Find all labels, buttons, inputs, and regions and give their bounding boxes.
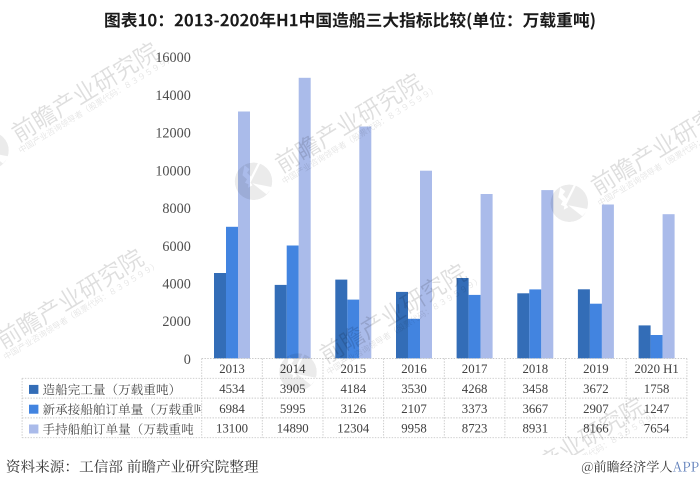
svg-text:8000: 8000 xyxy=(162,201,190,217)
svg-text:2020 H1: 2020 H1 xyxy=(634,362,678,376)
svg-text:8723: 8723 xyxy=(462,422,488,436)
svg-text:3126: 3126 xyxy=(341,402,367,416)
svg-text:7654: 7654 xyxy=(644,422,670,436)
svg-text:2015: 2015 xyxy=(341,362,367,376)
svg-text:2907: 2907 xyxy=(583,402,609,416)
svg-text:3672: 3672 xyxy=(583,382,609,396)
svg-text:2018: 2018 xyxy=(523,362,549,376)
svg-text:4534: 4534 xyxy=(219,382,245,396)
svg-text:8931: 8931 xyxy=(523,422,549,436)
svg-text:4268: 4268 xyxy=(462,382,488,396)
svg-text:2107: 2107 xyxy=(401,402,427,416)
svg-text:3530: 3530 xyxy=(401,382,427,396)
svg-text:1758: 1758 xyxy=(644,382,670,396)
svg-text:14000: 14000 xyxy=(155,88,190,104)
svg-text:6984: 6984 xyxy=(219,402,245,416)
svg-text:4184: 4184 xyxy=(341,382,367,396)
svg-text:3458: 3458 xyxy=(523,382,549,396)
svg-text:9958: 9958 xyxy=(401,422,427,436)
svg-text:12000: 12000 xyxy=(155,126,190,142)
svg-text:3667: 3667 xyxy=(523,402,549,416)
svg-text:0: 0 xyxy=(184,352,191,368)
svg-text:5995: 5995 xyxy=(280,402,306,416)
svg-text:1247: 1247 xyxy=(644,402,670,416)
svg-text:3373: 3373 xyxy=(462,402,488,416)
svg-text:2016: 2016 xyxy=(401,362,427,376)
svg-text:2019: 2019 xyxy=(583,362,609,376)
svg-text:14890: 14890 xyxy=(277,422,309,436)
svg-text:13100: 13100 xyxy=(216,422,248,436)
svg-text:12304: 12304 xyxy=(337,422,370,436)
svg-text:2013: 2013 xyxy=(219,362,245,376)
svg-text:6000: 6000 xyxy=(162,239,190,255)
svg-text:4000: 4000 xyxy=(162,277,190,293)
svg-text:2000: 2000 xyxy=(162,314,190,330)
svg-text:2017: 2017 xyxy=(462,362,488,376)
svg-text:10000: 10000 xyxy=(155,163,190,179)
